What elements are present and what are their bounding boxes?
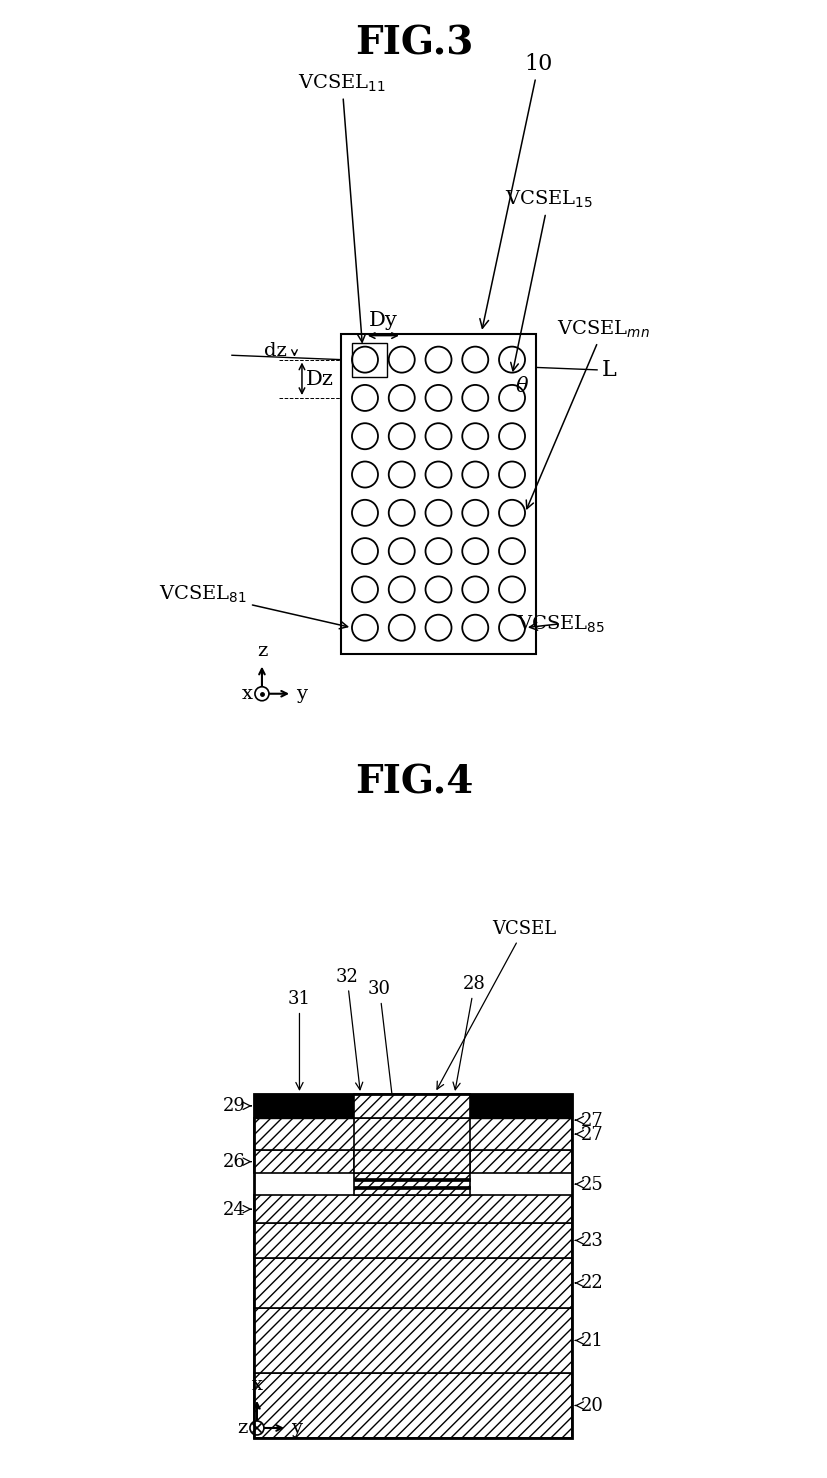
Circle shape	[425, 615, 451, 641]
Bar	[254, 1258, 571, 1308]
Circle shape	[461, 347, 488, 372]
Text: L: L	[601, 359, 616, 381]
Text: FIG.4: FIG.4	[355, 763, 472, 801]
Text: 20: 20	[575, 1397, 603, 1414]
Circle shape	[351, 461, 378, 488]
Text: Dy: Dy	[369, 310, 397, 330]
Text: Dz: Dz	[306, 370, 333, 389]
Bar	[254, 1094, 354, 1117]
Text: 28: 28	[452, 975, 485, 1089]
Text: z: z	[256, 641, 267, 661]
Text: VCSEL$_{mn}$: VCSEL$_{mn}$	[526, 318, 649, 508]
Bar	[254, 1150, 354, 1174]
Bar	[354, 1094, 469, 1117]
Bar	[354, 1150, 469, 1174]
Bar	[354, 1117, 469, 1150]
Circle shape	[388, 424, 414, 449]
Circle shape	[461, 615, 488, 641]
Text: 10: 10	[480, 53, 552, 328]
Circle shape	[425, 500, 451, 526]
Circle shape	[351, 500, 378, 526]
Text: z: z	[237, 1419, 247, 1437]
Circle shape	[499, 576, 524, 603]
Text: 29: 29	[222, 1097, 251, 1114]
Text: dz: dz	[264, 341, 287, 361]
Circle shape	[461, 424, 488, 449]
Circle shape	[388, 576, 414, 603]
Circle shape	[351, 576, 378, 603]
Circle shape	[425, 424, 451, 449]
Text: VCSEL$_{85}$: VCSEL$_{85}$	[516, 613, 605, 634]
Text: 27: 27	[575, 1111, 603, 1129]
Circle shape	[461, 386, 488, 411]
Circle shape	[388, 347, 414, 372]
Circle shape	[499, 424, 524, 449]
Bar	[254, 1222, 571, 1258]
Circle shape	[388, 461, 414, 488]
Circle shape	[425, 461, 451, 488]
Text: 32: 32	[335, 968, 362, 1089]
Bar	[341, 334, 535, 653]
Text: y: y	[295, 684, 307, 704]
Circle shape	[425, 386, 451, 411]
Circle shape	[461, 461, 488, 488]
Circle shape	[499, 347, 524, 372]
Bar	[254, 1094, 571, 1438]
Text: y: y	[290, 1419, 302, 1437]
Circle shape	[388, 538, 414, 565]
Bar	[254, 1308, 571, 1373]
Circle shape	[351, 424, 378, 449]
Text: VCSEL$_{81}$: VCSEL$_{81}$	[159, 584, 347, 630]
Bar	[351, 343, 386, 377]
Circle shape	[388, 500, 414, 526]
Circle shape	[388, 386, 414, 411]
Text: 22: 22	[575, 1274, 603, 1292]
Circle shape	[351, 386, 378, 411]
Text: θ: θ	[515, 377, 528, 396]
Circle shape	[499, 615, 524, 641]
Bar	[254, 1373, 571, 1438]
Bar	[354, 1185, 469, 1190]
Circle shape	[425, 347, 451, 372]
Bar	[469, 1150, 571, 1174]
Circle shape	[255, 687, 269, 701]
Circle shape	[499, 461, 524, 488]
Circle shape	[461, 538, 488, 565]
Bar	[354, 1174, 469, 1196]
Text: 23: 23	[575, 1231, 603, 1249]
Circle shape	[499, 538, 524, 565]
Text: 31: 31	[288, 990, 311, 1089]
Bar	[254, 1117, 571, 1150]
Circle shape	[250, 1420, 264, 1435]
Bar	[354, 1178, 469, 1181]
Text: 25: 25	[575, 1175, 603, 1193]
Text: 26: 26	[222, 1153, 251, 1171]
Text: VCSEL$_{15}$: VCSEL$_{15}$	[504, 189, 592, 371]
Text: 21: 21	[575, 1332, 603, 1349]
Text: 30: 30	[367, 980, 396, 1114]
Circle shape	[499, 386, 524, 411]
Text: VCSEL: VCSEL	[437, 919, 556, 1089]
Circle shape	[425, 538, 451, 565]
Text: FIG.3: FIG.3	[355, 24, 472, 62]
Circle shape	[351, 615, 378, 641]
Circle shape	[351, 347, 378, 372]
Circle shape	[499, 500, 524, 526]
Text: x: x	[241, 684, 252, 704]
Circle shape	[351, 538, 378, 565]
Circle shape	[461, 500, 488, 526]
Text: 27: 27	[575, 1125, 603, 1144]
Text: VCSEL$_{11}$: VCSEL$_{11}$	[298, 72, 385, 343]
Circle shape	[388, 615, 414, 641]
Circle shape	[425, 576, 451, 603]
Bar	[254, 1196, 571, 1222]
Text: x: x	[251, 1376, 262, 1394]
Circle shape	[461, 576, 488, 603]
Text: 24: 24	[222, 1200, 251, 1218]
Bar	[469, 1094, 571, 1117]
